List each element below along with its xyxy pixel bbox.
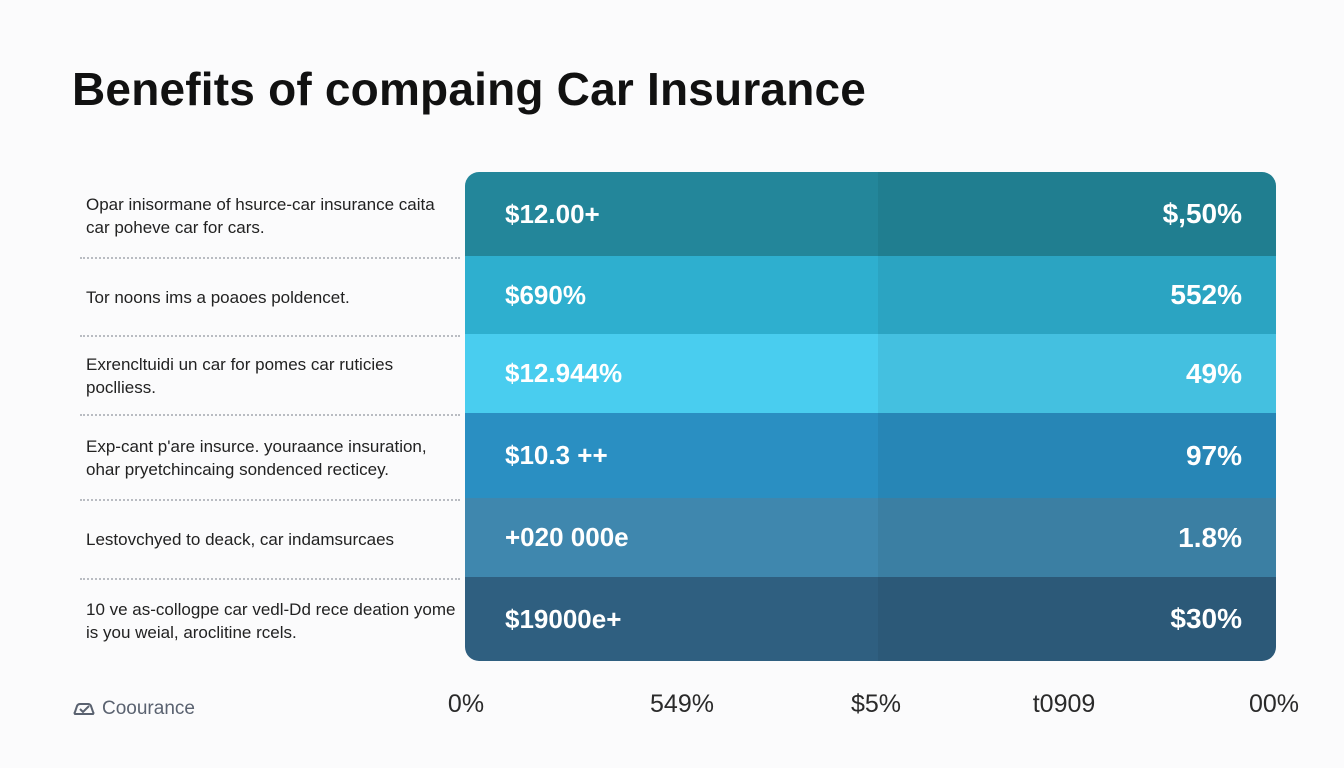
column-shade — [878, 256, 1276, 334]
row-label: Exp-cant p'are insurce. youraance insura… — [86, 436, 427, 479]
right-value: 552% — [1170, 279, 1242, 310]
row-label: Opar inisormane of hsurce-car insurance … — [86, 195, 435, 237]
right-value: $30% — [1170, 603, 1242, 634]
x-tick-label: $5% — [850, 690, 902, 718]
column-shade — [878, 413, 1276, 498]
row-labels-column: Opar inisormane of hsurce-car insurance … — [80, 174, 462, 660]
row-separator — [80, 499, 460, 501]
column-shade — [878, 172, 1276, 256]
row-separator — [80, 414, 460, 416]
table-row: $19000e+ $30% — [465, 577, 1276, 661]
row-separator — [80, 335, 460, 337]
row-label: Exrencltuidi un car for pomes car rutici… — [86, 354, 394, 397]
row-label: Tor noons ims a poaoes poldencet. — [86, 287, 350, 307]
right-value: $,50% — [1162, 198, 1242, 229]
left-value: $690% — [505, 279, 586, 310]
row-label: Lestovchyed to deack, car indamsurcaes — [86, 530, 395, 549]
right-value: 97% — [1185, 439, 1242, 471]
x-tick-label: 549% — [650, 690, 714, 718]
x-tick-label: t0909 — [1032, 690, 1096, 718]
x-tick-label: 0% — [447, 690, 485, 718]
x-tick-label: 00% — [1248, 690, 1300, 718]
column-shade — [878, 334, 1276, 413]
brand-logo: Coourance — [72, 698, 195, 720]
left-value: $19000e+ — [505, 603, 622, 634]
table-row: $690% 552% — [465, 256, 1276, 334]
table-row: $12.00+ $,50% — [465, 172, 1276, 256]
row-separator — [80, 257, 460, 259]
column-shade — [878, 498, 1276, 577]
chart-title: Benefits of compaing Car Insurance — [72, 63, 867, 115]
left-value: $12.944% — [505, 358, 623, 388]
brand-name: Coourance — [102, 698, 195, 719]
values-panel: $12.00+ $,50% $690% 552% $12.944% 49% $10.3 ++… — [465, 172, 1276, 661]
left-value: $12.00+ — [505, 198, 600, 229]
row-separator — [80, 578, 460, 580]
column-shade — [878, 577, 1276, 661]
right-value: 49% — [1185, 357, 1242, 389]
table-row: $10.3 ++ 97% — [465, 413, 1276, 498]
table-row: $12.944% 49% — [465, 334, 1276, 413]
row-label: 10 ve as-collogpe car vedl-Dd rece deati… — [86, 600, 456, 642]
right-value: 1.8% — [1178, 521, 1242, 553]
car-logo-icon — [73, 703, 95, 715]
left-value: $10.3 ++ — [505, 440, 608, 470]
table-row: +020 000e 1.8% — [465, 498, 1276, 577]
left-value: +020 000e — [505, 522, 629, 552]
